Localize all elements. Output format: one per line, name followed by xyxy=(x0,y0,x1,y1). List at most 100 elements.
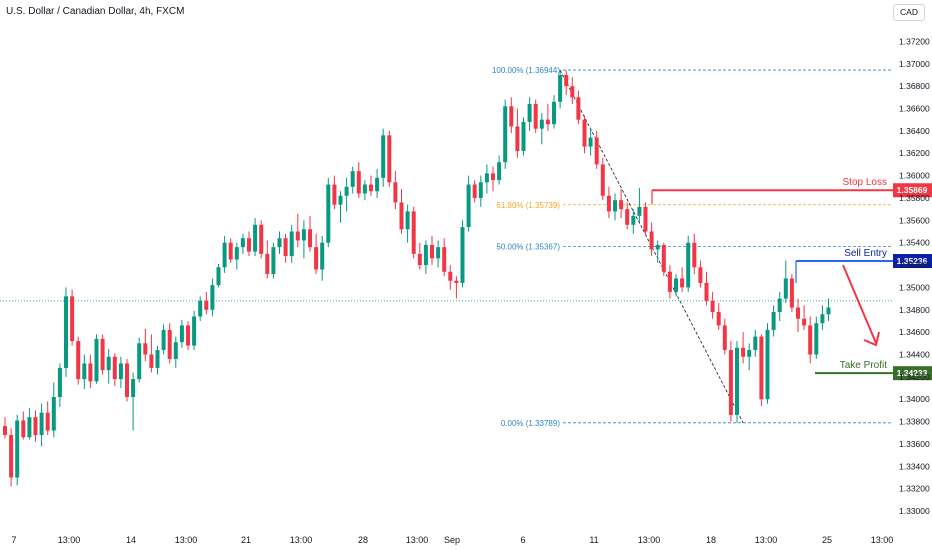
candle-body xyxy=(509,106,514,127)
candle-body xyxy=(192,316,197,346)
time-tick-label: 11 xyxy=(589,535,598,545)
candle-body xyxy=(765,329,770,400)
candle-body xyxy=(716,312,721,326)
candle-body xyxy=(204,300,209,310)
candle-body xyxy=(387,135,392,183)
candle-body xyxy=(594,137,599,165)
candle-body xyxy=(45,412,50,431)
time-tick-label: 13:00 xyxy=(290,535,313,545)
candles-layer xyxy=(3,70,831,487)
candle-body xyxy=(399,202,404,230)
candle-body xyxy=(436,247,441,259)
candle-body xyxy=(442,247,447,272)
candle-body xyxy=(789,278,794,308)
price-tick-label: 1.37200 xyxy=(899,36,930,46)
sell-entry-price-tag xyxy=(893,254,932,269)
candle-body xyxy=(33,417,38,436)
fib-level-label: 50.00% (1.35367) xyxy=(496,242,560,251)
candle-body xyxy=(240,238,245,248)
price-tick-label: 1.36400 xyxy=(899,126,930,136)
candle-body xyxy=(698,267,703,283)
candle-body xyxy=(39,412,44,436)
candle-body xyxy=(808,325,813,355)
candle-body xyxy=(283,238,288,257)
candle-body xyxy=(118,363,123,380)
candle-body xyxy=(15,420,20,478)
candle-body xyxy=(619,200,624,210)
candle-body xyxy=(826,307,831,315)
time-tick-label: 13:00 xyxy=(871,535,894,545)
time-tick-label: 6 xyxy=(520,535,525,545)
candle-body xyxy=(186,325,190,346)
candle-body xyxy=(332,184,337,205)
candle-body xyxy=(362,184,367,194)
price-tick-label: 1.34400 xyxy=(899,350,930,360)
fib-level-label: 100.00% (1.36944) xyxy=(492,66,560,75)
candle-body xyxy=(271,247,276,274)
candle-body xyxy=(771,312,776,330)
candle-body xyxy=(655,244,660,250)
time-tick-label: 21 xyxy=(241,535,251,545)
candle-body xyxy=(100,338,105,371)
sell-entry-price-label: 1.35236 xyxy=(897,256,928,266)
candle-body xyxy=(179,325,184,343)
candle-body xyxy=(125,363,129,397)
candle-body xyxy=(64,296,68,368)
time-tick-label: 25 xyxy=(822,535,832,545)
price-tick-label: 1.36800 xyxy=(899,81,930,91)
candle-body xyxy=(466,184,471,228)
candle-body xyxy=(753,336,758,351)
sell-direction-arrow-head xyxy=(863,331,880,347)
candle-body xyxy=(326,184,331,243)
candle-body xyxy=(484,173,489,183)
candle-body xyxy=(423,244,428,266)
candle-body xyxy=(704,282,709,301)
price-tick-label: 1.33600 xyxy=(899,439,930,449)
candle-body xyxy=(777,298,782,313)
fibonacci-layer: 100.00% (1.36944) 61.80% (1.35739) 50.00% … xyxy=(0,66,893,428)
take-profit-price-label: 1.34233 xyxy=(897,368,928,378)
candle-body xyxy=(381,135,386,178)
candle-body xyxy=(356,171,361,194)
candle-body xyxy=(728,350,733,415)
currency-button[interactable]: CAD xyxy=(893,4,925,21)
candle-body xyxy=(515,126,520,151)
candle-body xyxy=(448,271,453,281)
candle-body xyxy=(51,397,56,431)
candle-body xyxy=(393,182,398,203)
trade-levels-layer: Stop Loss 1.35869 Sell Entry 1.35236 Take Pr… xyxy=(651,177,932,381)
candle-body xyxy=(674,278,678,292)
candle-body xyxy=(259,224,264,254)
candle-body xyxy=(222,242,227,268)
candle-body xyxy=(76,341,81,380)
price-axis: 1.37200 1.37000 1.36800 1.36600 1.36400 1.362… xyxy=(899,36,930,516)
candle-body xyxy=(3,426,7,436)
candle-body xyxy=(198,300,203,317)
candle-body xyxy=(228,242,233,260)
candle-body xyxy=(417,253,422,266)
candle-body xyxy=(295,231,300,241)
candle-body xyxy=(173,342,178,359)
candle-body xyxy=(167,329,172,359)
candle-body xyxy=(350,171,355,187)
candle-body xyxy=(27,417,32,438)
candle-body xyxy=(783,278,788,299)
fib-level-label: 61.80% (1.35739) xyxy=(496,201,560,210)
candle-body xyxy=(582,119,587,147)
time-tick-label: 13:00 xyxy=(755,535,778,545)
candle-body xyxy=(21,420,26,438)
candle-body xyxy=(735,347,739,415)
price-tick-label: 1.36200 xyxy=(899,148,930,158)
candle-body xyxy=(814,323,819,355)
candle-body xyxy=(301,229,306,241)
candle-body xyxy=(161,329,166,351)
candle-body xyxy=(253,224,258,252)
candle-body xyxy=(411,211,416,254)
candle-body xyxy=(137,343,142,380)
candle-body xyxy=(533,104,538,129)
take-profit-label: Take Profit xyxy=(840,360,887,371)
candle-body xyxy=(686,242,691,288)
candle-body xyxy=(741,347,746,357)
price-tick-label: 1.35400 xyxy=(899,238,930,248)
